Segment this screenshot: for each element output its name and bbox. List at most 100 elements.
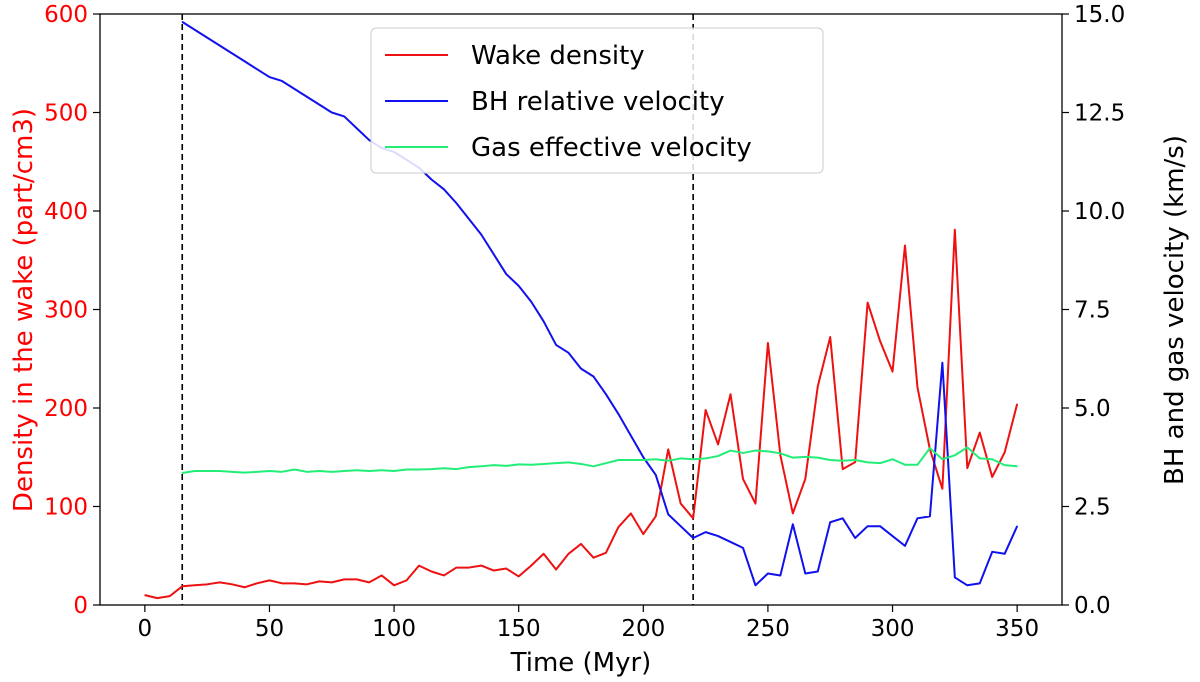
series-1-point-25: [493, 253, 495, 255]
series-1-point-10: [306, 96, 308, 98]
series-1-point-12: [331, 111, 333, 114]
series-2-point-7: [268, 470, 271, 472]
series-2-point-56: [879, 462, 881, 464]
series-1-point-33: [592, 375, 595, 378]
series-1-point-56: [879, 525, 881, 527]
series-0-point-49: [754, 502, 757, 505]
series-0-point-17: [356, 578, 358, 580]
left-y-axis-title: Density in the wake (part/cm3): [9, 108, 39, 512]
right-y-tick-label-6: 15.0: [1074, 2, 1125, 28]
series-2-point-11: [318, 470, 320, 472]
series-0-point-14: [318, 580, 320, 582]
legend-label-gas-velocity: Gas effective velocity: [471, 133, 752, 163]
series-1-point-36: [630, 434, 632, 437]
series-0-point-37: [605, 552, 607, 554]
series-2-point-21: [443, 467, 445, 469]
series-2-point-45: [742, 452, 744, 454]
series-1-point-53: [842, 517, 844, 519]
series-2-point-42: [705, 457, 707, 460]
series-2-point-12: [331, 471, 333, 473]
series-0-point-41: [655, 515, 657, 517]
right-y-tick-label-0: 0.0: [1074, 593, 1111, 619]
series-1-point-42: [705, 531, 707, 533]
series-1-point-22: [455, 202, 457, 204]
left-y-tick-label-1: 100: [44, 495, 88, 521]
series-2-point-3: [219, 470, 221, 472]
series-0-point-6: [219, 581, 221, 583]
legend: Wake density BH relative velocity Gas ef…: [370, 27, 824, 174]
series-0-point-19: [381, 574, 383, 577]
series-1-point-5: [243, 60, 246, 62]
series-1-point-41: [692, 537, 694, 539]
series-2-point-18: [405, 468, 408, 471]
series-2-point-17: [393, 470, 395, 472]
legend-label-wake-density: Wake density: [471, 41, 645, 71]
x-tick-label-7: 350: [995, 616, 1039, 642]
series-2-point-50: [804, 456, 806, 458]
series-0-point-4: [194, 584, 196, 586]
series-2-point-39: [667, 460, 669, 462]
series-1-point-49: [792, 523, 794, 525]
series-2-point-53: [842, 460, 844, 462]
series-0-point-47: [729, 393, 732, 395]
series-1-point-26: [505, 273, 507, 275]
series-0-point-2: [169, 595, 171, 597]
series-line-1: [181, 21, 1019, 587]
series-1-point-15: [368, 139, 370, 141]
series-1-point-1: [194, 29, 196, 31]
series-0-point-52: [792, 512, 794, 514]
series-1-point-64: [979, 582, 981, 584]
series-1-point-9: [293, 88, 295, 90]
series-1-point-30: [555, 344, 557, 346]
series-0-point-60: [891, 370, 894, 373]
series-2-point-65: [991, 458, 993, 460]
series-0-point-18: [368, 581, 370, 583]
right-y-tick-label-5: 12.5: [1074, 101, 1125, 127]
series-2-point-26: [505, 465, 507, 467]
series-2-point-52: [829, 459, 831, 461]
x-tick-label-6: 300: [871, 616, 915, 642]
right-y-tick-label-3: 7.5: [1074, 298, 1111, 324]
series-1-point-28: [530, 301, 532, 303]
series-0-point-42: [667, 448, 669, 450]
left-y-tick-label-4: 400: [44, 199, 88, 225]
series-0-point-31: [530, 565, 532, 567]
series-0-point-51: [779, 454, 781, 456]
series-2-point-2: [206, 470, 208, 472]
series-2-point-40: [680, 457, 682, 460]
series-0-point-9: [256, 582, 258, 584]
left-y-tick-label-3: 300: [44, 298, 88, 324]
series-1-point-6: [256, 68, 258, 70]
series-1-point-65: [991, 551, 993, 553]
series-0-point-64: [941, 488, 943, 490]
x-tick-label-0: 0: [138, 616, 153, 642]
series-2-point-14: [356, 469, 358, 471]
series-0-point-56: [842, 468, 844, 470]
series-2-point-57: [891, 458, 894, 460]
series-0-point-23: [430, 570, 433, 573]
series-line-0: [144, 228, 1019, 600]
series-2-point-19: [418, 468, 420, 471]
series-2-point-38: [655, 458, 657, 460]
x-tick-label-1: 50: [255, 616, 284, 642]
series-0-point-58: [867, 302, 869, 304]
series-2-point-28: [530, 464, 532, 466]
series-0-point-38: [617, 526, 619, 528]
series-0-point-15: [331, 581, 333, 583]
series-0-point-54: [817, 385, 819, 387]
series-2-point-0: [181, 472, 183, 474]
series-2-point-63: [966, 446, 968, 448]
series-0-point-44: [692, 517, 694, 519]
left-y-tick-label-5: 500: [44, 101, 88, 127]
series-0-point-3: [181, 585, 183, 587]
series-0-point-66: [966, 467, 968, 469]
series-1-point-46: [754, 584, 757, 586]
series-1-point-37: [642, 456, 644, 458]
series-0-point-25: [455, 566, 457, 569]
series-2-point-59: [916, 464, 919, 466]
series-1-point-34: [605, 393, 607, 395]
right-y-tick-label-4: 10.0: [1074, 199, 1125, 225]
series-2-point-55: [867, 461, 869, 463]
series-2-point-24: [480, 465, 482, 467]
series-0-point-69: [1004, 451, 1006, 453]
